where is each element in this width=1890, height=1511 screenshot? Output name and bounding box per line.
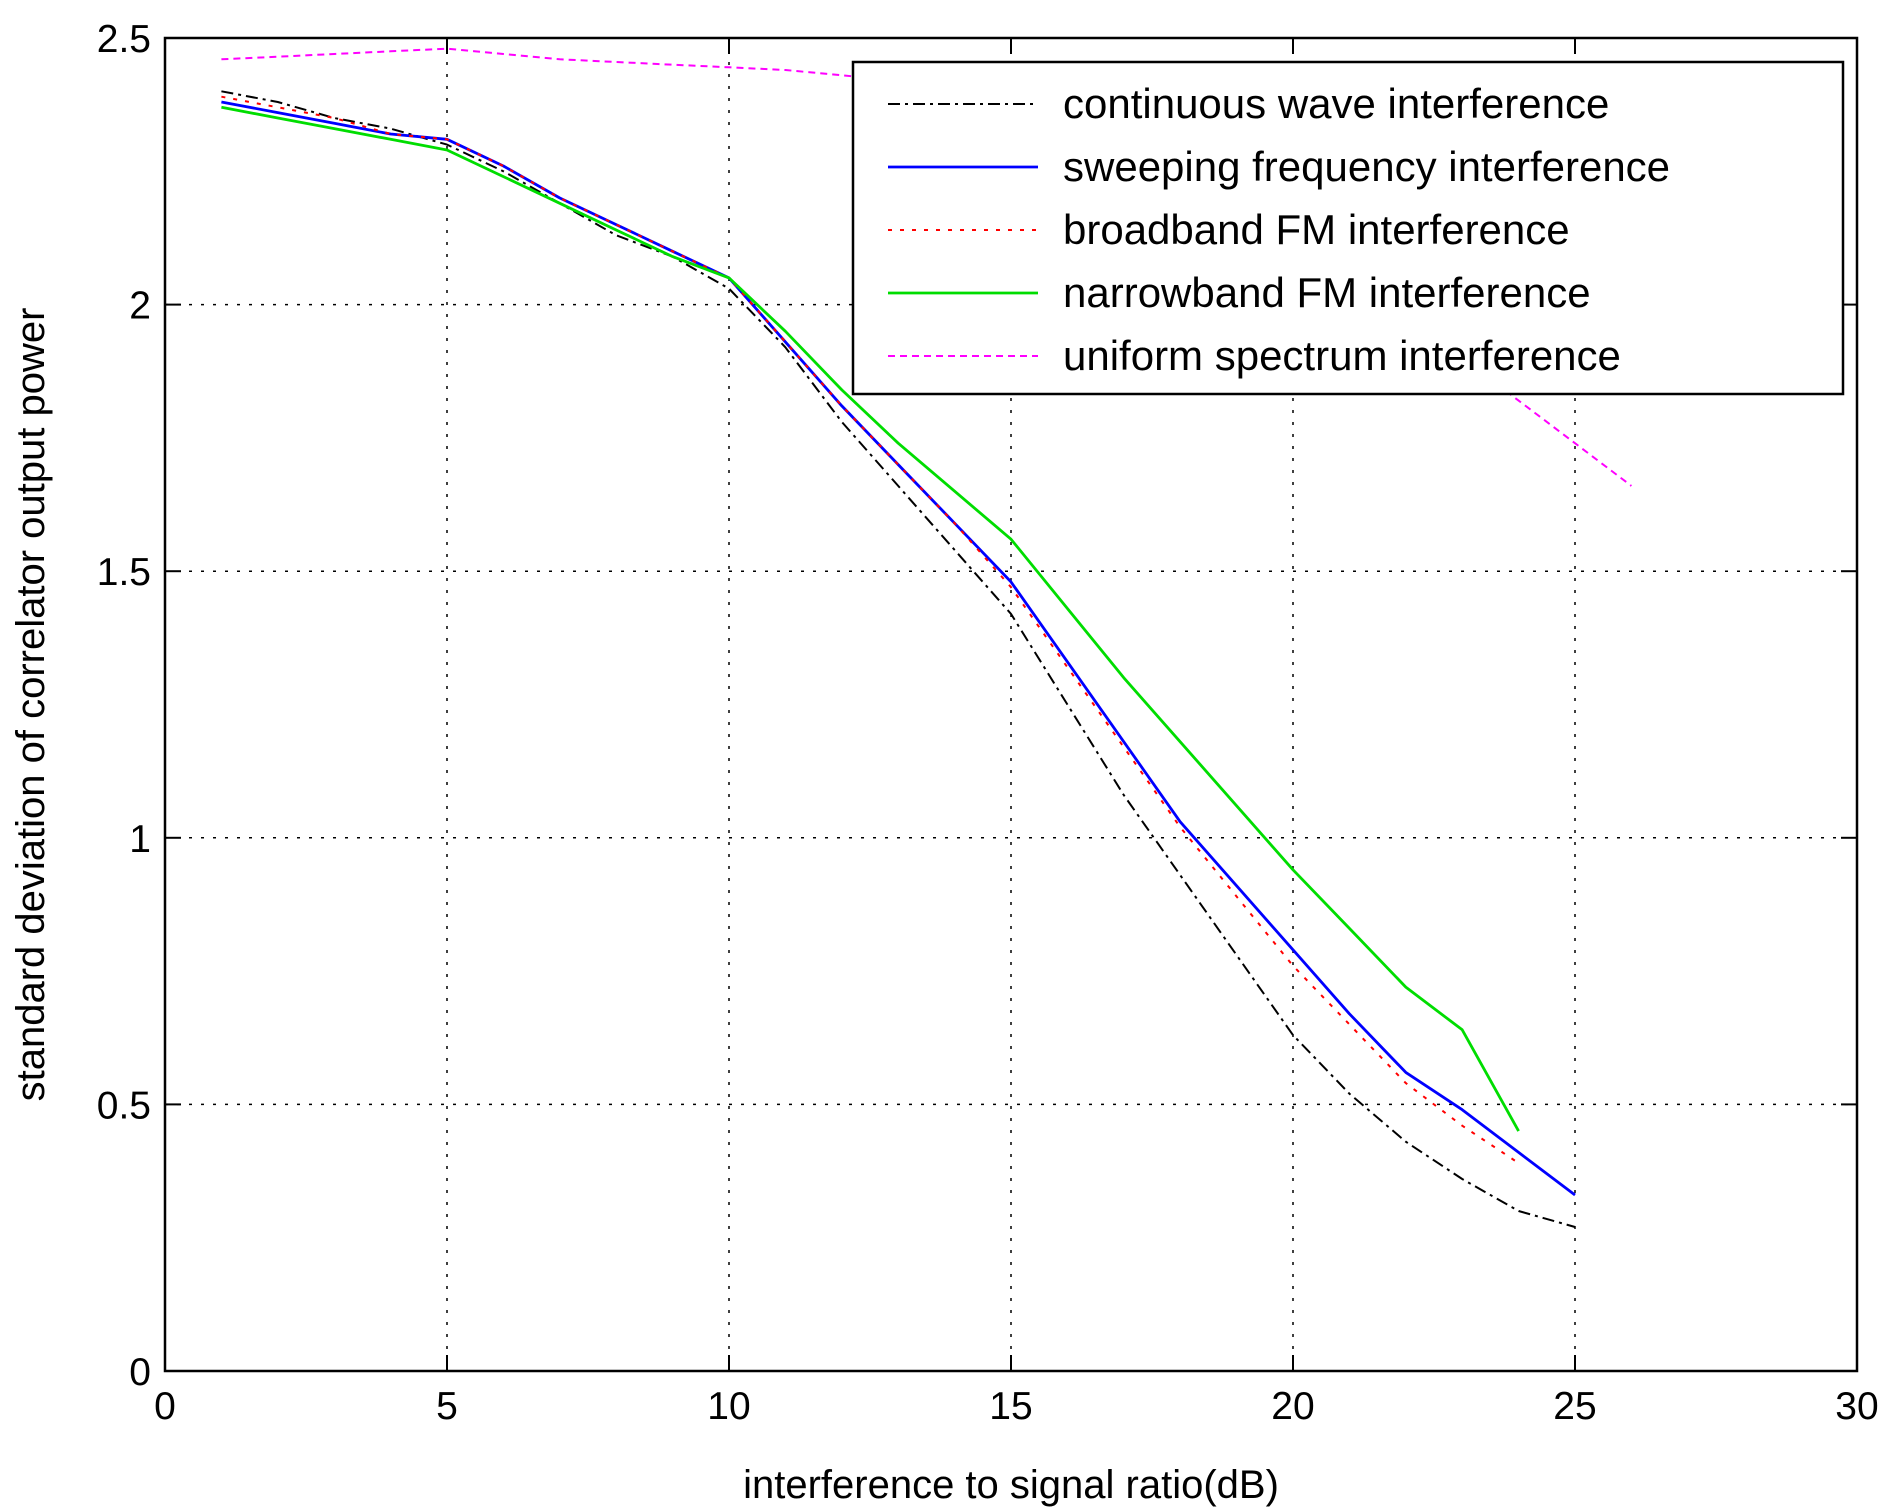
x-tick-label: 20	[1271, 1385, 1314, 1428]
y-tick-label: 0	[129, 1351, 151, 1394]
y-tick-labels: 0 0.5 1 1.5 2 2.5	[97, 18, 151, 1394]
series-line-narrowband-fm-interference	[221, 105, 1520, 1132]
series-layer	[221, 47, 1633, 1228]
series-line-continuous-wave-interference	[221, 90, 1576, 1228]
y-axis-label: standard deviation of correlator output …	[9, 308, 53, 1102]
x-tick-label: 15	[989, 1385, 1032, 1428]
legend-label: uniform spectrum interference	[1063, 332, 1621, 379]
legend-label: continuous wave interference	[1063, 80, 1609, 127]
y-tick-label: 1.5	[97, 551, 151, 594]
legend: continuous wave interference sweeping fre…	[851, 60, 1845, 396]
x-tick-label: 30	[1835, 1385, 1878, 1428]
x-tick-label: 10	[707, 1385, 750, 1428]
legend-label: narrowband FM interference	[1063, 269, 1591, 316]
y-tick-label: 1	[129, 818, 151, 861]
legend-label: sweeping frequency interference	[1063, 143, 1670, 190]
legend-label: broadband FM interference	[1063, 206, 1570, 253]
x-tick-label: 25	[1553, 1385, 1596, 1428]
x-tick-label: 0	[154, 1385, 176, 1428]
x-axis-label: interference to signal ratio(dB)	[743, 1463, 1279, 1507]
tick-marks	[164, 37, 1858, 1372]
x-tick-label: 5	[436, 1385, 458, 1428]
x-tick-labels: 0 5 10 15 20 25 30	[154, 1385, 1879, 1428]
legend-box	[851, 60, 1845, 396]
y-tick-label: 0.5	[97, 1084, 151, 1127]
y-tick-label: 2.5	[97, 18, 151, 61]
y-tick-label: 2	[129, 285, 151, 328]
